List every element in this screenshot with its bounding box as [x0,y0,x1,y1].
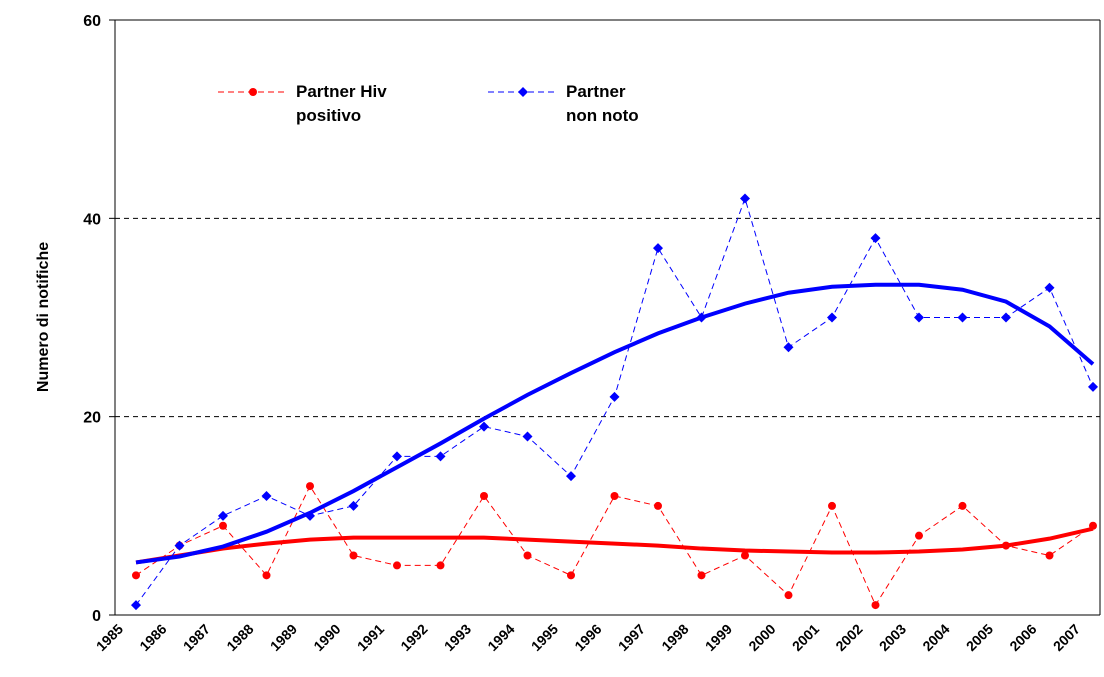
point [523,551,532,560]
trend-line [135,282,1095,565]
series-line [135,485,1094,607]
y-tick-label: 20 [83,410,101,427]
x-tick-label: 1995 [528,621,561,654]
point [174,540,185,551]
point [306,482,314,491]
point [610,492,619,500]
point [1089,521,1097,530]
x-tick-label: 1988 [223,621,256,654]
point [609,391,620,402]
x-tick-label: 2000 [745,621,778,654]
point [567,571,575,580]
point [566,471,576,482]
x-tick-label: 2004 [919,621,952,654]
x-tick-label: 1987 [180,621,213,654]
y-axis-title: Numero di notifiche [35,242,52,392]
point [1044,282,1055,293]
point [1001,312,1011,323]
legend-label: Partner non noto [566,82,639,125]
point [435,451,446,462]
point [653,243,663,254]
point [261,491,272,501]
point [696,312,707,323]
point [783,342,794,353]
point [784,591,793,600]
point [697,571,706,580]
point [915,531,923,540]
point [1088,381,1098,392]
point [871,601,880,610]
point [219,521,227,530]
x-tick-label: 1985 [93,621,126,654]
point [436,561,445,570]
x-tick-label: 2007 [1050,621,1083,654]
point [740,193,750,204]
point [957,312,968,323]
x-tick-label: 1996 [571,621,604,654]
x-tick-label: 1998 [658,621,691,654]
point [870,233,881,244]
x-tick-label: 2002 [832,621,865,654]
point [305,510,315,521]
y-tick-label: 40 [83,211,101,228]
point [479,421,489,432]
x-tick-label: 1992 [397,621,430,654]
x-tick-label: 1993 [441,621,474,654]
x-tick-label: 2001 [789,621,822,654]
point [741,551,749,560]
trend-line [135,526,1094,565]
point [827,312,837,323]
x-tick-label: 1991 [354,621,387,654]
x-tick-label: 2003 [876,621,909,654]
point [654,501,662,510]
x-tick-label: 1989 [267,621,300,654]
y-tick-label: 0 [92,608,101,625]
point [131,600,141,611]
point [522,431,533,442]
x-tick-label: 1986 [136,621,169,654]
legend-marker [518,87,528,97]
x-tick-label: 2005 [963,621,996,654]
x-tick-label: 1990 [310,621,343,654]
x-tick-label: 1999 [702,621,735,654]
x-tick-label: 1994 [484,621,517,654]
point [828,501,836,510]
x-tick-label: 1997 [615,621,648,654]
legend-label: Partner Hiv positivo [296,82,387,125]
legend-marker [249,88,257,96]
point [480,492,488,500]
point [958,501,967,510]
point [914,312,924,323]
y-tick-label: 60 [83,13,101,30]
point [392,451,402,462]
point [348,500,359,511]
point [218,510,228,521]
point [132,571,140,580]
x-tick-label: 2006 [1006,621,1039,654]
point [1002,541,1010,550]
point [393,561,401,570]
point [349,551,358,560]
point [262,571,271,580]
point [1045,551,1054,560]
